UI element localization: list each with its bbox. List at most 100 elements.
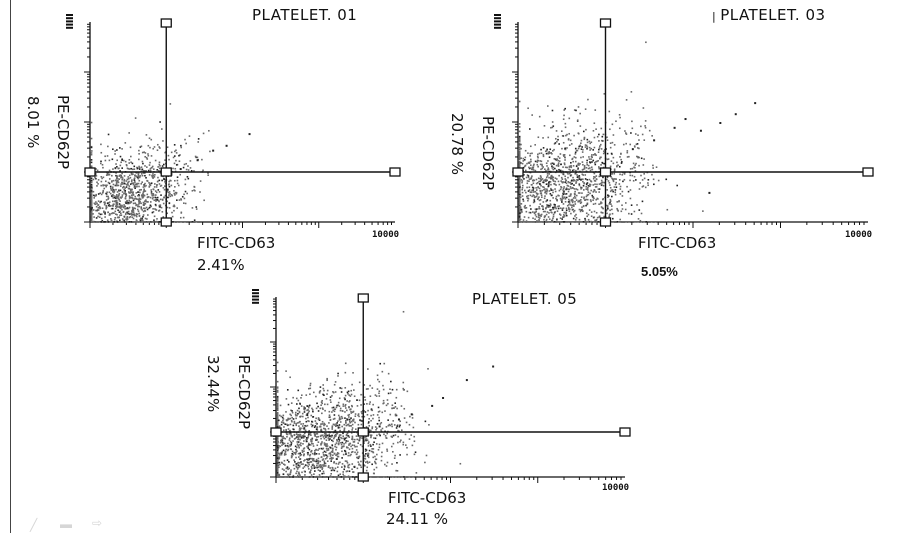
panel2-event-dot [522, 176, 524, 179]
panel2-event-dot [541, 205, 543, 207]
panel2-event-dot [554, 137, 557, 140]
panel2-event-dot [580, 156, 582, 159]
panel3-event-dot [307, 387, 310, 390]
panel2-event-dot [640, 174, 642, 177]
panel1-event-dot [119, 210, 121, 213]
panel3-event-dot [289, 473, 292, 476]
panel2-event-dot [583, 182, 585, 184]
panel1-event-dot [175, 192, 178, 195]
panel3-event-dot [312, 416, 315, 418]
panel2-event-dot [552, 197, 554, 199]
panel1-event-dot [140, 221, 142, 223]
panel1-event-dot [133, 213, 135, 216]
panel2-event-dot [598, 147, 601, 149]
panel1-event-dot [127, 176, 130, 178]
panel2-event-dot [581, 210, 584, 213]
panel1-event-dot [151, 165, 154, 168]
panel2-event-dot [530, 191, 533, 194]
panel1-event-dot [172, 167, 174, 170]
panel3-event-dot [342, 453, 345, 456]
panel3-event-dot [282, 421, 285, 424]
panel3-event-dot [386, 461, 389, 464]
panel2-event-dot [593, 216, 596, 219]
panel1-event-dot [178, 160, 181, 163]
panel3-event-dot [307, 461, 309, 464]
panel1-event-dot [129, 176, 132, 179]
panel3-event-dot [291, 420, 293, 423]
panel3-event-dot [288, 418, 290, 420]
panel2-event-dot [587, 191, 590, 193]
panel1-event-dot [161, 128, 163, 130]
panel2-event-dot [570, 212, 572, 215]
panel2-event-dot [536, 208, 538, 210]
panel3-event-dot [371, 427, 374, 430]
panel1-event-dot [100, 217, 103, 220]
panel2-event-dot [638, 147, 640, 150]
panel3-event-dot [332, 391, 335, 394]
panel3-event-dot [295, 466, 298, 469]
panel3-event-dot [363, 403, 365, 405]
panel3-event-dot [351, 435, 354, 438]
panel2-event-dot [560, 180, 562, 182]
panel2-event-dot [537, 177, 540, 180]
panel2-gate-handle-center [599, 167, 612, 177]
panel1-event-dot [120, 176, 122, 179]
panel1-event-dot [143, 202, 146, 205]
panel3-event-dot [412, 426, 415, 429]
panel1-event-dot [143, 190, 145, 192]
panel1-event-dot [126, 216, 128, 219]
panel1-event-dot [126, 221, 129, 223]
panel3-event-dot [348, 406, 350, 409]
panel1-event-dot [150, 189, 153, 191]
panel2-event-dot [523, 206, 526, 208]
panel2-event-dot [617, 164, 619, 166]
panel2-event-dot [635, 162, 637, 165]
panel3-event-dot [278, 473, 281, 476]
panel3-event-dot [321, 399, 323, 402]
panel1-event-dot [155, 198, 157, 201]
panel2-event-dot [574, 156, 577, 159]
panel3-event-dot [357, 413, 360, 415]
panel1-event-dot [195, 208, 198, 210]
panel1-event-dot [119, 174, 122, 176]
panel3-event-dot [389, 424, 391, 427]
panel1-event-dot [152, 193, 155, 195]
panel3-event-dot [299, 433, 302, 436]
panel3-event-dot [323, 437, 326, 440]
panel3-event-dot [325, 432, 327, 435]
panel1-event-dot [132, 213, 134, 216]
panel2-event-dot [537, 221, 540, 223]
panel3-event-dot [303, 460, 305, 462]
panel1-event-dot [121, 178, 124, 181]
panel3-event-dot [309, 393, 311, 396]
panel1-event-dot [131, 216, 134, 219]
panel3-event-dot [278, 445, 280, 447]
panel3-event-dot [382, 384, 384, 387]
panel3-event-dot [368, 403, 371, 405]
panel1-event-dot [114, 150, 116, 152]
panel1-event-dot [116, 203, 119, 206]
panel3-event-dot [336, 424, 338, 427]
panel2-event-dot [528, 189, 531, 191]
panel3-event-dot [312, 391, 315, 394]
panel1-event-dot [119, 164, 122, 167]
panel1-event-dot [136, 172, 138, 174]
panel3-event-dot [402, 381, 405, 384]
panel2-event-dot [616, 165, 618, 168]
panel1-event-dot [152, 188, 155, 190]
panel1-event-dot [137, 174, 140, 177]
panel3-event-dot [325, 434, 328, 437]
panel3-event-dot [335, 476, 338, 478]
panel1-event-dot [116, 194, 118, 196]
panel2-event-dot [552, 215, 555, 218]
panel1-event-dot [143, 151, 146, 153]
panel2-event-dot [647, 178, 650, 181]
panel2-event-dot [524, 221, 526, 223]
panel1-event-dot [183, 193, 185, 196]
panel3-event-dot [336, 452, 339, 454]
panel1-event-dot [90, 159, 93, 161]
panel2-event-dot [626, 185, 628, 188]
panel2-event-dot [616, 209, 619, 211]
panel1-event-dot [195, 206, 198, 208]
panel2-event-dot [644, 120, 647, 122]
